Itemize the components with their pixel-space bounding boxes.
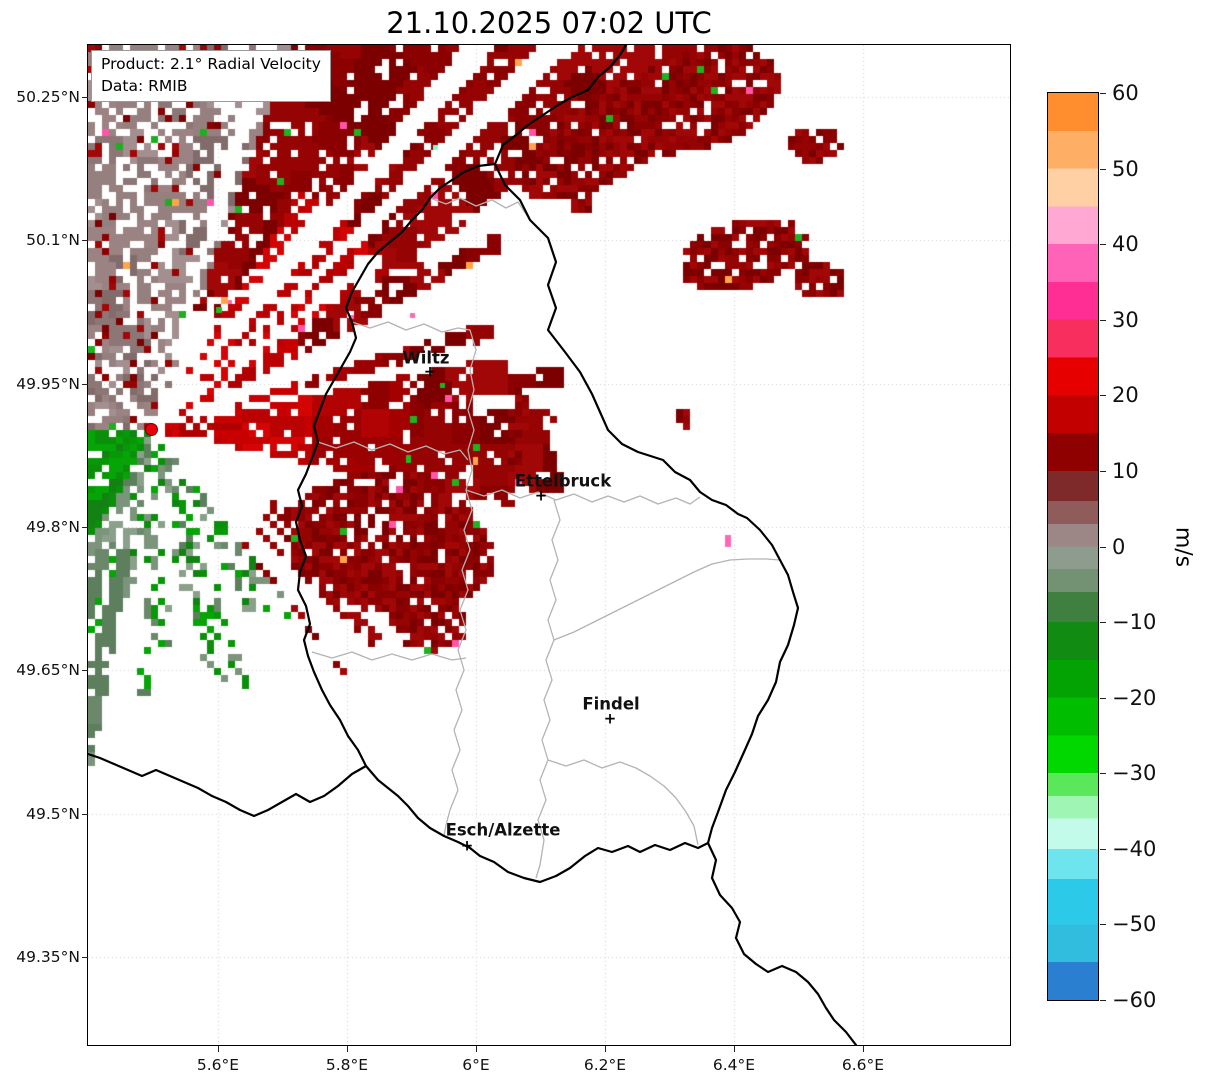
x-tick-label: 5.6°E <box>196 1056 240 1074</box>
colorbar-tick-mark <box>1100 1000 1106 1001</box>
city-label: Esch/Alzette <box>445 820 561 840</box>
canton-border <box>553 558 781 641</box>
city-marker: + <box>534 486 548 505</box>
city-marker: + <box>603 709 617 728</box>
colorbar-tick-mark <box>1100 244 1106 246</box>
colorbar-tick-label: 30 <box>1112 307 1139 332</box>
y-tick-label: 50.1°N <box>26 231 80 249</box>
colorbar-tick-mark <box>1100 697 1106 699</box>
y-tick-mark <box>82 384 88 385</box>
belgium-germany-border <box>493 45 628 166</box>
colorbar-tick-label: −40 <box>1112 836 1157 861</box>
x-tick-mark <box>476 1046 477 1052</box>
y-tick-label: 49.95°N <box>16 375 80 393</box>
france-germany-border <box>706 841 858 1045</box>
map-borders-overlay <box>88 45 858 1045</box>
canton-border <box>351 321 477 837</box>
y-tick-mark <box>82 240 88 241</box>
city-marker: + <box>460 836 474 855</box>
y-tick-label: 49.35°N <box>16 948 80 966</box>
colorbar-tick-label: 0 <box>1112 534 1126 559</box>
canton-border <box>535 499 561 879</box>
x-tick-mark <box>605 1046 606 1052</box>
city-label: Wiltz <box>402 348 450 368</box>
x-tick-mark <box>347 1046 348 1052</box>
city-label: Findel <box>582 694 640 714</box>
colorbar-tick-label: −50 <box>1112 912 1157 937</box>
colorbar-tick-label: 10 <box>1112 458 1139 483</box>
x-tick-label: 6.2°E <box>583 1056 627 1074</box>
colorbar-unit-label: m/s <box>1170 526 1196 568</box>
colorbar <box>1047 92 1099 1001</box>
canton-border <box>317 441 469 461</box>
y-tick-label: 49.65°N <box>16 661 80 679</box>
canton-border <box>311 651 467 661</box>
colorbar-tick-mark <box>1100 622 1106 624</box>
colorbar-tick-mark <box>1100 470 1106 472</box>
y-tick-mark <box>82 97 88 98</box>
colorbar-tick-label: −20 <box>1112 685 1157 710</box>
city-label: Ettelbruck <box>514 471 612 491</box>
x-tick-label: 6.4°E <box>712 1056 756 1074</box>
x-tick-mark <box>734 1046 735 1052</box>
y-tick-label: 49.5°N <box>26 805 80 823</box>
product-label: Product: 2.1° Radial Velocity <box>101 55 321 73</box>
colorbar-tick-mark <box>1100 546 1106 548</box>
y-tick-mark <box>82 527 88 528</box>
y-tick-mark <box>82 814 88 815</box>
y-tick-label: 49.8°N <box>26 518 80 536</box>
colorbar-tick-mark <box>1100 93 1106 94</box>
city-marker: + <box>423 362 437 381</box>
colorbar-tick-label: 60 <box>1112 81 1139 105</box>
colorbar-tick-label: −10 <box>1112 610 1157 635</box>
colorbar-tick-label: 50 <box>1112 156 1139 181</box>
y-tick-mark <box>82 670 88 671</box>
canton-border <box>465 489 701 505</box>
canton-border <box>547 759 699 846</box>
figure-title: 21.10.2025 07:02 UTC <box>386 6 712 40</box>
colorbar-tick-mark <box>1100 848 1106 850</box>
colorbar-tick-label: −60 <box>1112 988 1157 1012</box>
colorbar-tick-label: −30 <box>1112 761 1157 786</box>
colorbar-tick-mark <box>1100 168 1106 170</box>
map-plot: Product: 2.1° Radial Velocity Data: RMIB… <box>87 44 1011 1046</box>
x-tick-label: 6.6°E <box>841 1056 885 1074</box>
colorbar-tick-mark <box>1100 924 1106 926</box>
x-tick-mark <box>863 1046 864 1052</box>
product-info-box: Product: 2.1° Radial Velocity Data: RMIB <box>91 50 331 103</box>
colorbar-tick-label: 20 <box>1112 383 1139 408</box>
y-tick-mark <box>82 957 88 958</box>
france-belgium-border <box>88 752 368 818</box>
luxembourg-border <box>294 162 800 884</box>
x-tick-mark <box>218 1046 219 1052</box>
colorbar-tick-mark <box>1100 773 1106 775</box>
x-tick-label: 5.8°E <box>325 1056 369 1074</box>
colorbar-tick-mark <box>1100 319 1106 321</box>
x-tick-label: 6°E <box>462 1056 490 1074</box>
colorbar-tick-mark <box>1100 395 1106 397</box>
data-source-label: Data: RMIB <box>101 76 188 95</box>
colorbar-tick-label: 40 <box>1112 232 1139 257</box>
canton-border <box>429 197 531 221</box>
radar-site-marker <box>145 423 158 436</box>
y-tick-label: 50.25°N <box>16 88 80 106</box>
